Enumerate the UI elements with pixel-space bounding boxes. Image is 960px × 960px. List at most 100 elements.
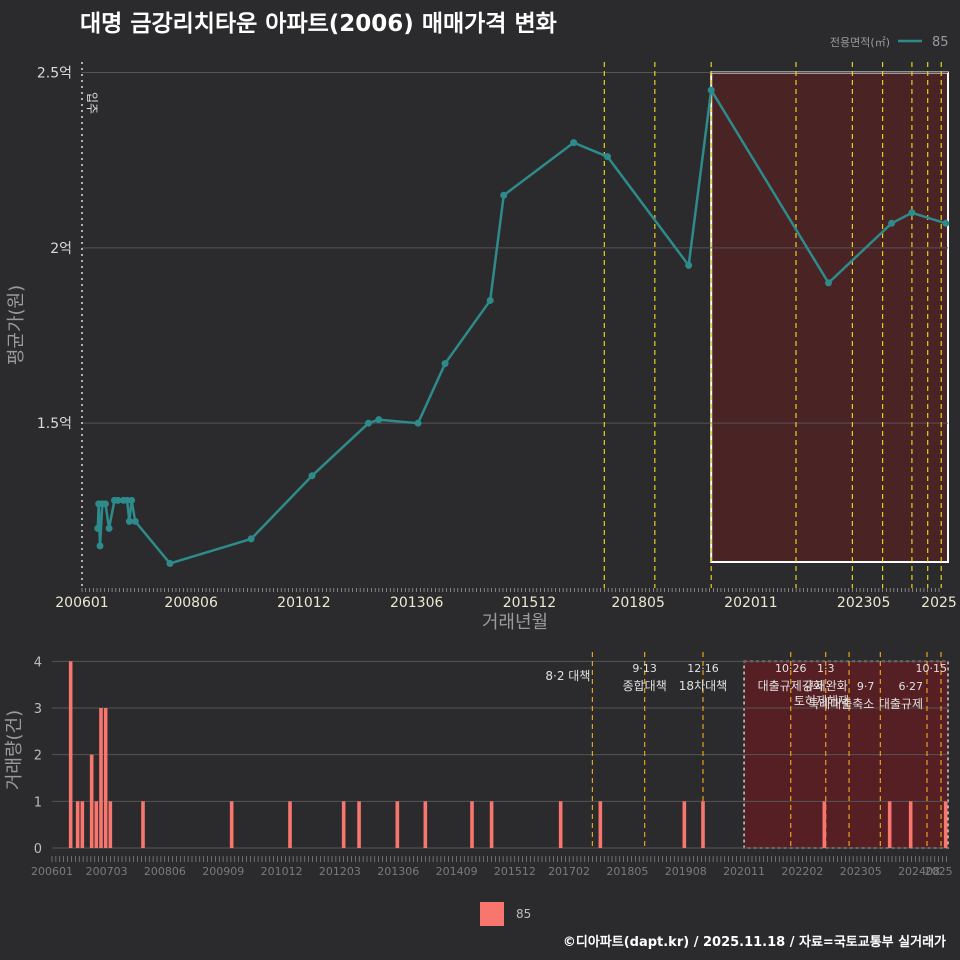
price-data-point — [908, 209, 916, 217]
volume-legend-swatch — [480, 902, 504, 926]
price-data-point — [500, 191, 508, 199]
policy-date-label: 12·16 — [687, 662, 719, 675]
volume-x-tick-label: 201805 — [606, 865, 648, 878]
price-data-point — [128, 496, 136, 504]
volume-x-tick-label: 202202 — [781, 865, 823, 878]
price-data-point — [375, 416, 383, 424]
price-data-point — [603, 153, 611, 161]
volume-x-tick-label: 200806 — [144, 865, 186, 878]
chart-title: 대명 금강리치타운 아파트(2006) 매매가격 변화 — [80, 11, 557, 37]
move-in-marker-label: 입주 — [85, 92, 99, 114]
policy-name-label: 종합대책 — [623, 678, 667, 693]
volume-bar — [288, 801, 292, 848]
volume-bar — [108, 801, 113, 848]
volume-bar — [701, 801, 705, 848]
volume-bar — [470, 801, 474, 848]
volume-bar — [99, 708, 103, 848]
price-x-tick-label: 2025 — [921, 595, 957, 611]
volume-bar — [598, 801, 603, 848]
price-data-point — [888, 219, 896, 227]
price-data-point — [247, 535, 255, 543]
volume-bar — [908, 801, 913, 848]
volume-x-tick-label: 201203 — [319, 865, 361, 878]
price-x-tick-label: 202305 — [837, 595, 890, 611]
price-data-point — [166, 559, 174, 567]
price-x-tick-label: 201012 — [277, 595, 330, 611]
volume-bar — [423, 801, 428, 848]
policy-name-label: 대출규제 — [879, 697, 923, 711]
price-y-tick-label: 1.5억 — [37, 416, 72, 432]
price-data-point — [105, 524, 113, 532]
volume-x-tick-label: 200703 — [86, 865, 128, 878]
volume-x-tick-label: 2025 — [925, 865, 953, 878]
volume-y-axis-title: 거래량(건) — [4, 710, 25, 790]
volume-y-tick-label: 0 — [34, 842, 42, 857]
price-x-tick-label: 200806 — [164, 595, 218, 611]
price-x-tick-label: 201306 — [390, 595, 444, 611]
volume-bar — [68, 661, 73, 848]
price-data-point — [685, 261, 693, 269]
price-data-point — [114, 496, 122, 504]
policy-name-label: 토허제해제 — [794, 694, 849, 708]
price-y-axis-title: 평균가(원) — [6, 285, 27, 365]
price-legend-label: 85 — [932, 35, 949, 50]
volume-y-tick-label: 4 — [34, 655, 42, 670]
volume-bar — [103, 708, 108, 848]
price-x-tick-label: 201512 — [503, 595, 556, 611]
price-data-point — [308, 472, 316, 480]
volume-legend: 85 — [480, 902, 531, 926]
volume-bar — [341, 801, 346, 848]
policy-date-label: 9·13 — [632, 662, 657, 675]
volume-x-tick-label: 201306 — [377, 865, 419, 878]
price-x-tick-label: 200601 — [55, 595, 108, 611]
price-x-tick-label: 201805 — [611, 595, 664, 611]
volume-bar — [357, 801, 361, 848]
price-data-point — [570, 139, 578, 147]
policy-name-label: 특례대출축소 — [808, 697, 874, 711]
price-data-point — [707, 86, 715, 94]
volume-bar — [141, 801, 145, 848]
volume-y-tick-label: 3 — [34, 702, 42, 717]
policy-name-label: 규제완화 — [804, 679, 848, 693]
volume-bar — [395, 801, 400, 848]
volume-bar — [80, 801, 85, 848]
policy-name-label: 8·2 대책 — [545, 668, 590, 683]
price-series-line — [96, 86, 947, 565]
volume-x-tick-label: 200601 — [31, 865, 73, 878]
volume-legend-label: 85 — [516, 907, 532, 921]
price-y-tick-label: 2억 — [50, 241, 72, 257]
volume-bar — [558, 801, 563, 848]
volume-x-tick-label: 201702 — [548, 865, 590, 878]
price-legend-title: 전용면적(㎡) — [830, 36, 890, 49]
volume-y-tick-label: 2 — [34, 749, 42, 764]
volume-x-tick-label: 202011 — [723, 865, 765, 878]
volume-x-tick-label: 202305 — [840, 865, 882, 878]
volume-bar — [75, 801, 80, 848]
price-data-point — [125, 517, 133, 525]
volume-x-tick-label: 201012 — [261, 865, 303, 878]
price-data-point — [101, 500, 109, 508]
volume-x-tick-label: 201512 — [494, 865, 536, 878]
price-data-point — [824, 279, 832, 287]
volume-bar — [943, 801, 948, 848]
volume-bar — [229, 801, 234, 848]
volume-x-tick-label: 202408 — [898, 865, 940, 878]
price-data-point — [942, 219, 950, 227]
volume-bar — [822, 801, 827, 848]
price-data-point — [131, 517, 139, 525]
price-y-tick-label: 2.5억 — [37, 66, 72, 82]
volume-x-tick-label: 200909 — [202, 865, 244, 878]
price-data-point — [94, 524, 102, 532]
policy-name-label: 대출규제강화 — [758, 679, 824, 693]
price-data-point — [441, 360, 449, 368]
volume-x-tick-label: 201908 — [665, 865, 707, 878]
policy-date-label: 1·3 — [817, 662, 835, 675]
volume-bar — [94, 801, 99, 848]
volume-bar — [682, 801, 687, 848]
price-data-point — [414, 419, 422, 427]
price-data-point — [96, 542, 104, 550]
policy-date-label: 6·27 — [899, 680, 924, 693]
policy-date-label: 9·7 — [857, 680, 875, 693]
volume-x-tick-label: 201409 — [436, 865, 478, 878]
